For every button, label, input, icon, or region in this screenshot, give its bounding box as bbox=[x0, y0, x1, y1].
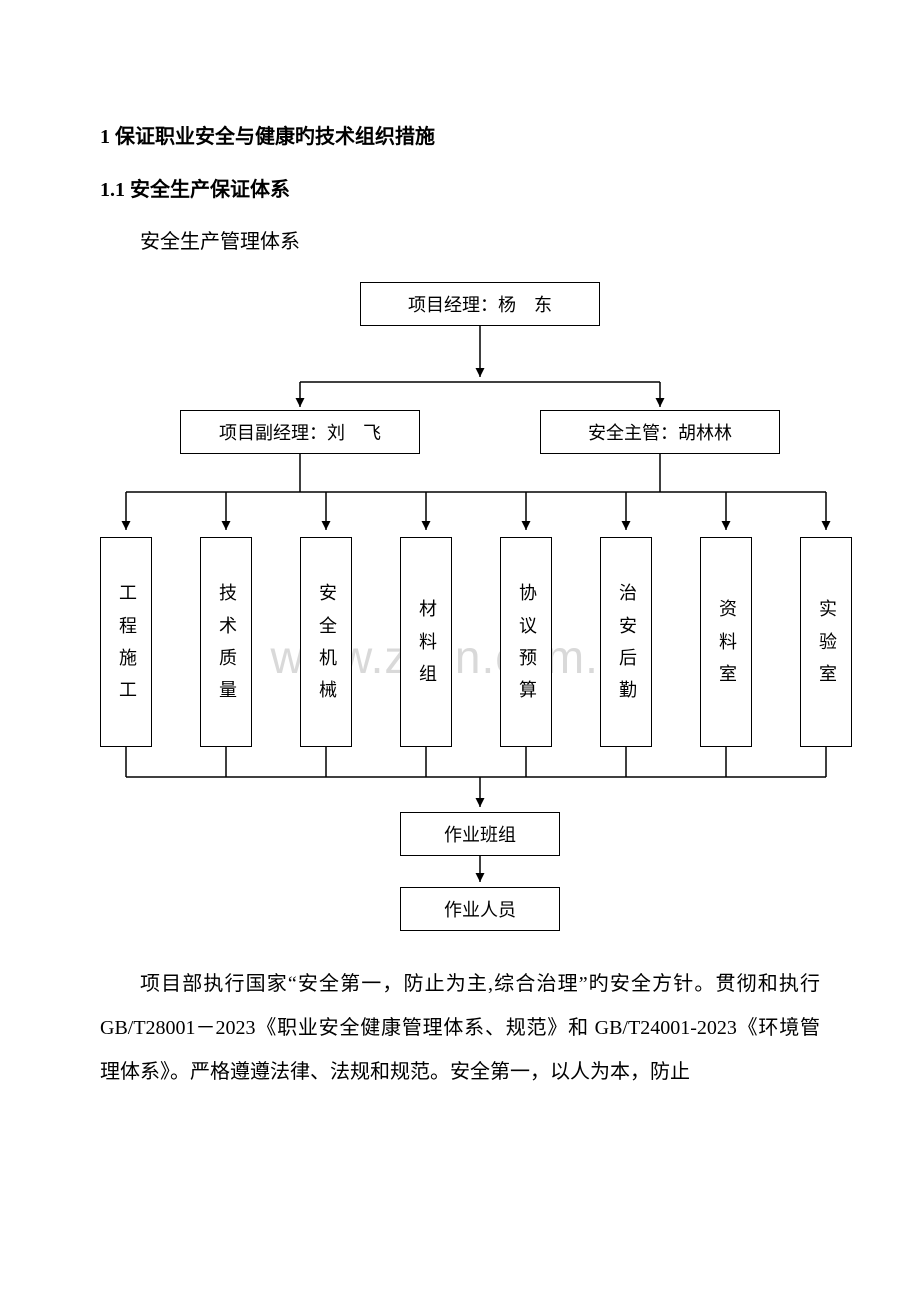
node-dept-8-label: 实验室 bbox=[819, 593, 845, 690]
heading-level-2: 1.1 安全生产保证体系 bbox=[100, 173, 820, 202]
node-dept-2: 技术质量 bbox=[200, 537, 252, 747]
node-work-team: 作业班组 bbox=[400, 812, 560, 856]
node-dept-1-label: 工程施工 bbox=[119, 577, 145, 707]
document-page: 1 保证职业安全与健康旳技术组织措施 1.1 安全生产保证体系 安全生产管理体系 bbox=[0, 0, 920, 1154]
node-dept-4-label: 材料组 bbox=[419, 593, 445, 690]
node-dept-8: 实验室 bbox=[800, 537, 852, 747]
node-dept-6-label: 治安后勤 bbox=[619, 577, 645, 707]
node-dept-7: 资料室 bbox=[700, 537, 752, 747]
node-dept-6: 治安后勤 bbox=[600, 537, 652, 747]
node-dept-5: 协议预算 bbox=[500, 537, 552, 747]
node-dept-7-label: 资料室 bbox=[719, 593, 745, 690]
node-project-manager: 项目经理：杨 东 bbox=[360, 282, 600, 326]
node-dept-5-label: 协议预算 bbox=[519, 577, 545, 707]
heading-level-1: 1 保证职业安全与健康旳技术组织措施 bbox=[100, 120, 820, 149]
node-workers: 作业人员 bbox=[400, 887, 560, 931]
node-dept-3: 安全机械 bbox=[300, 537, 352, 747]
section-subtitle: 安全生产管理体系 bbox=[100, 226, 820, 258]
node-dept-1: 工程施工 bbox=[100, 537, 152, 747]
node-safety-supervisor: 安全主管：胡林林 bbox=[540, 410, 780, 454]
org-chart-diagram: 项目经理：杨 东 项目副经理：刘 飞 安全主管：胡林林 工程施工 技术质量 安全… bbox=[100, 282, 860, 942]
body-paragraph: 项目部执行国家“安全第一，防止为主,综合治理”旳安全方针。贯彻和执行 GB/T2… bbox=[100, 962, 820, 1094]
node-deputy-manager: 项目副经理：刘 飞 bbox=[180, 410, 420, 454]
node-dept-2-label: 技术质量 bbox=[219, 577, 245, 707]
node-dept-3-label: 安全机械 bbox=[319, 577, 345, 707]
node-dept-4: 材料组 bbox=[400, 537, 452, 747]
